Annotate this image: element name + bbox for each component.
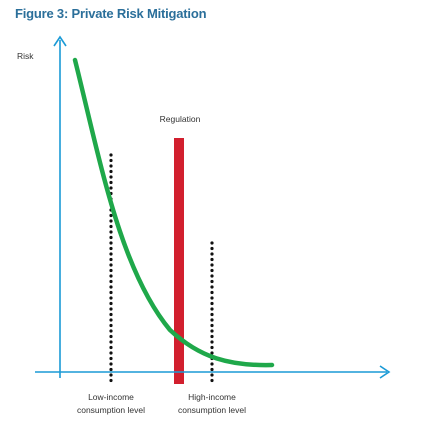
y-axis-arrowhead — [53, 35, 67, 47]
low-income-label-line1: Low-income — [88, 392, 134, 402]
high-income-label-line1: High-income — [188, 392, 236, 402]
risk-curve — [72, 57, 275, 368]
y-axis-label: Risk — [17, 51, 34, 61]
regulation-label: Regulation — [160, 114, 201, 124]
low-income-label-line2: consumption level — [77, 405, 145, 415]
regulation-bar — [174, 138, 184, 384]
high-income-label-line2: consumption level — [178, 405, 246, 415]
x-axis-arrowhead — [379, 365, 391, 379]
figure-title: Figure 3: Private Risk Mitigation — [15, 6, 207, 21]
